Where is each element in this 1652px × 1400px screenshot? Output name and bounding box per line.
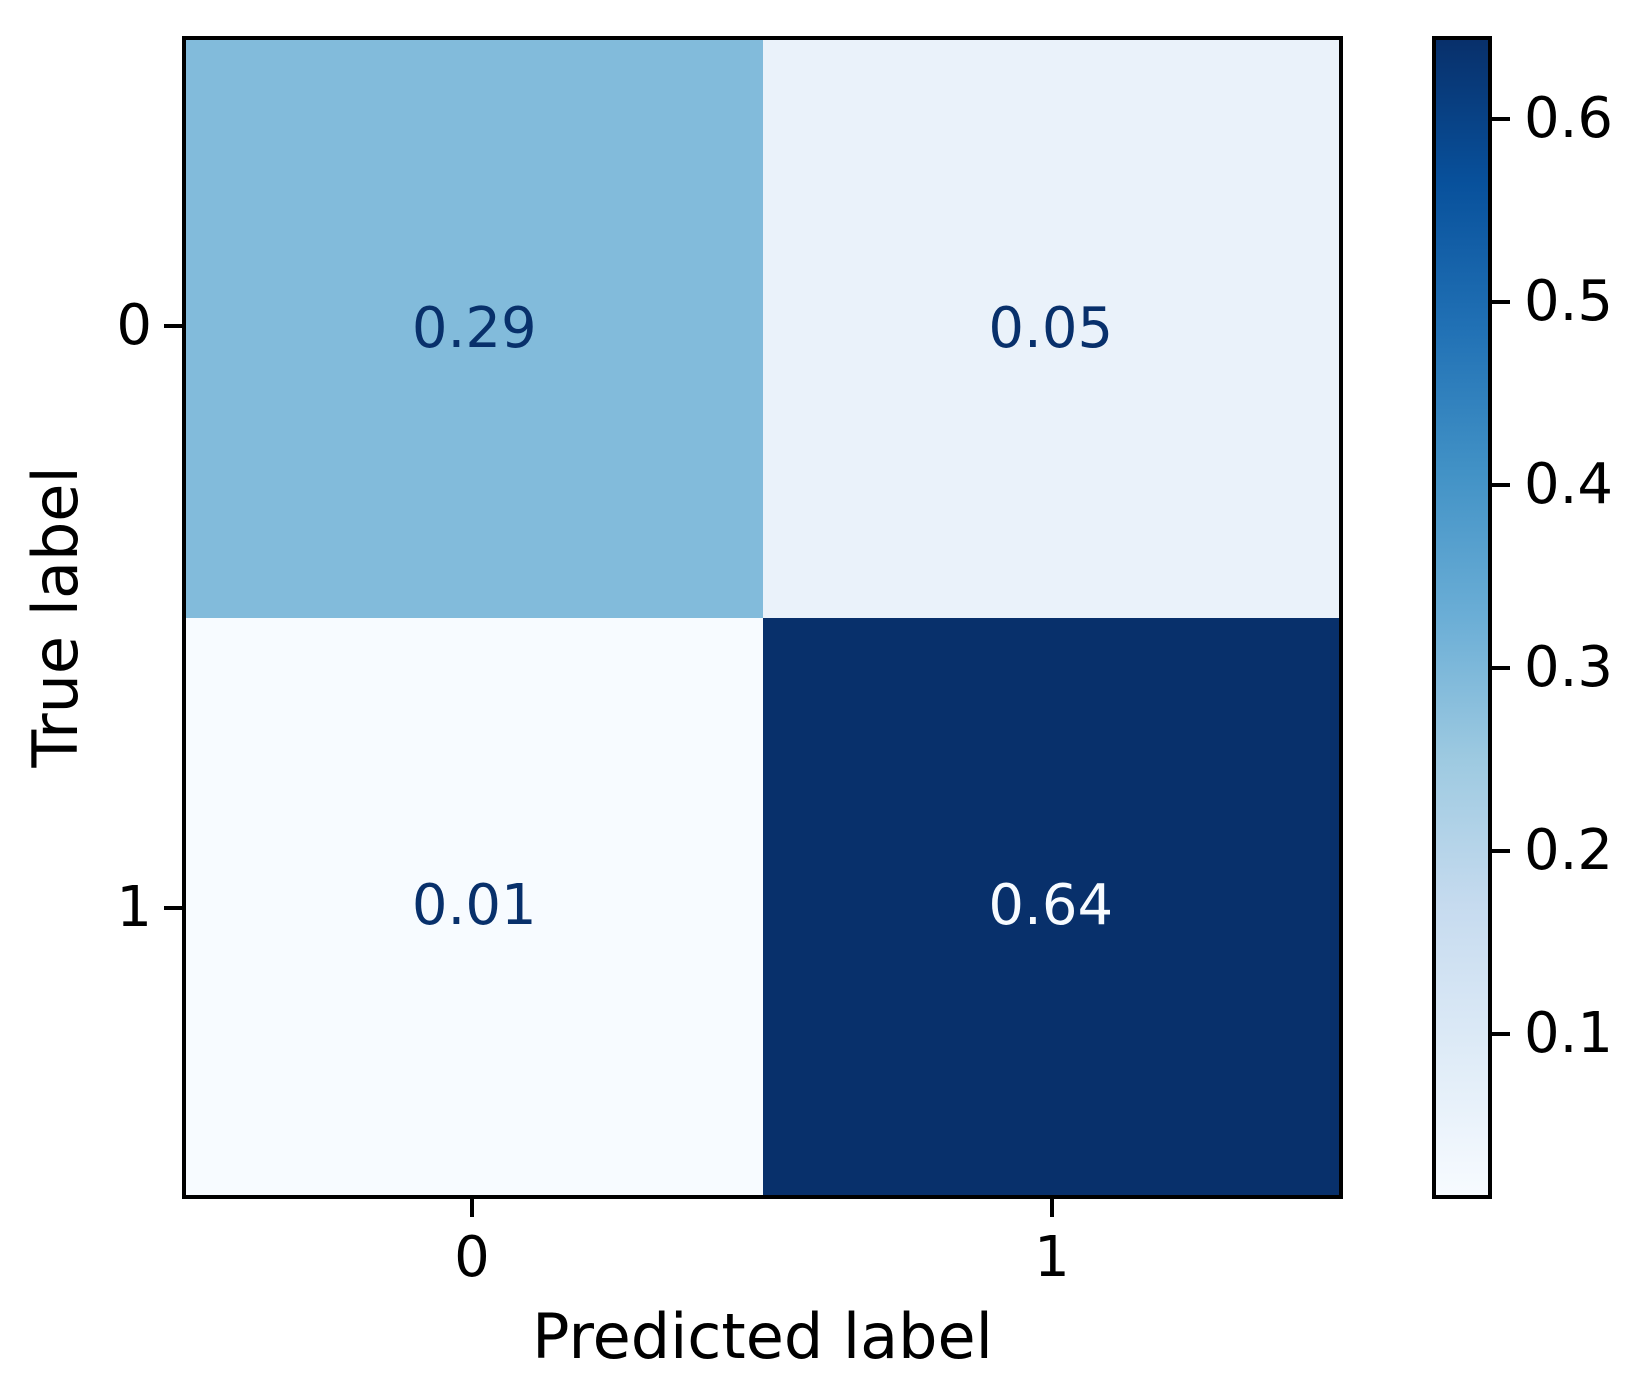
y-tick-label-0: 0 bbox=[116, 293, 152, 358]
colorbar-tick-label-0.4: 0.4 bbox=[1524, 452, 1614, 517]
heatmap-cell-true0-pred0: 0.29 bbox=[186, 40, 763, 618]
y-tick-mark-1 bbox=[164, 906, 182, 910]
heatmap-cell-true0-pred1: 0.05 bbox=[762, 40, 1339, 618]
cell-value-true1-pred0: 0.01 bbox=[411, 873, 537, 939]
heatmap-cell-true1-pred1: 0.64 bbox=[762, 617, 1339, 1195]
x-tick-label-0: 0 bbox=[454, 1225, 490, 1290]
colorbar-tick-mark-0.6 bbox=[1492, 117, 1510, 121]
colorbar-tick-label-0.2: 0.2 bbox=[1524, 818, 1614, 883]
heatmap-axes: 0.29 0.05 0.01 0.64 bbox=[182, 36, 1343, 1199]
colorbar-tick-mark-0.4 bbox=[1492, 483, 1510, 487]
x-tick-mark-1 bbox=[1050, 1199, 1054, 1217]
colorbar bbox=[1432, 36, 1492, 1199]
cell-value-true0-pred0: 0.29 bbox=[411, 295, 537, 361]
colorbar-tick-label-0.5: 0.5 bbox=[1524, 269, 1614, 334]
y-tick-mark-0 bbox=[164, 324, 182, 328]
heatmap-cell-true1-pred0: 0.01 bbox=[186, 617, 763, 1195]
x-tick-mark-0 bbox=[470, 1199, 474, 1217]
y-axis-label: True label bbox=[19, 466, 92, 768]
colorbar-tick-mark-0.1 bbox=[1492, 1032, 1510, 1036]
colorbar-tick-label-0.1: 0.1 bbox=[1524, 1001, 1614, 1066]
x-tick-label-1: 1 bbox=[1034, 1225, 1070, 1290]
colorbar-tick-mark-0.3 bbox=[1492, 666, 1510, 670]
colorbar-tick-mark-0.5 bbox=[1492, 300, 1510, 304]
cell-value-true0-pred1: 0.05 bbox=[988, 295, 1114, 361]
colorbar-tick-mark-0.2 bbox=[1492, 849, 1510, 853]
x-axis-label: Predicted label bbox=[532, 1300, 993, 1373]
y-tick-label-1: 1 bbox=[116, 875, 152, 940]
colorbar-tick-label-0.6: 0.6 bbox=[1524, 86, 1614, 151]
cell-value-true1-pred1: 0.64 bbox=[988, 873, 1114, 939]
colorbar-tick-label-0.3: 0.3 bbox=[1524, 635, 1614, 700]
